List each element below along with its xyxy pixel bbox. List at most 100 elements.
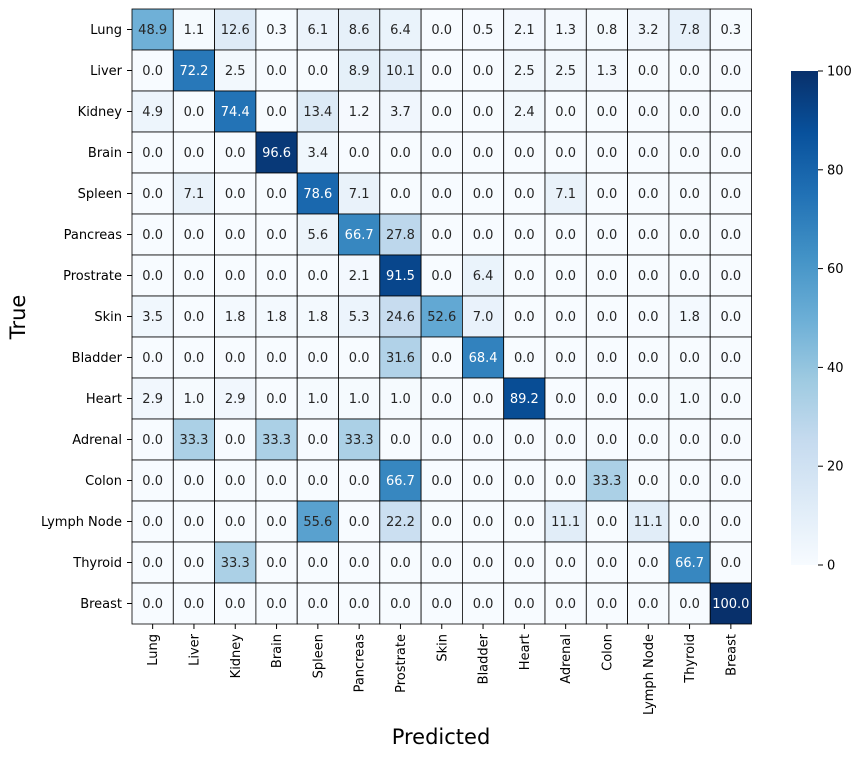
cell-value-label: 0.0 — [721, 187, 742, 202]
cell-value-label: 0.0 — [349, 474, 370, 489]
cell-value-label: 0.0 — [473, 105, 494, 120]
cell-value-label: 0.0 — [431, 392, 452, 407]
cell-value-label: 100.0 — [712, 597, 749, 612]
y-axis-ticks: Lung Liver Kidney Brain Spleen Pancreas Prostr… — [41, 23, 132, 612]
cell-value-label: 11.1 — [551, 515, 580, 530]
cell-value-label: 0.0 — [514, 515, 535, 530]
heatmap-cell — [627, 90, 670, 133]
cell-value-label: 1.3 — [597, 64, 618, 79]
heatmap-cell — [709, 131, 752, 174]
cell-value-label: 0.0 — [266, 515, 287, 530]
cell-value-label: 0.0 — [184, 310, 205, 325]
x-tick-label: Breast — [724, 634, 739, 676]
colorbar-tick-label: 80 — [827, 163, 844, 178]
y-tick-label: Skin — [94, 310, 122, 325]
y-tick-label: Lymph Node — [41, 515, 122, 530]
heatmap-cell — [461, 254, 505, 297]
heatmap-cell — [544, 582, 587, 625]
cell-value-label: 0.0 — [431, 597, 452, 612]
y-axis-label: True — [6, 295, 30, 341]
heatmap-cell — [709, 90, 752, 133]
heatmap-cell — [172, 8, 216, 51]
heatmap-cell — [255, 295, 298, 338]
cell-value-label: 8.9 — [349, 64, 370, 79]
cell-value-label: 0.0 — [473, 187, 494, 202]
cell-value-label: 0.0 — [679, 433, 700, 448]
cell-value-label: 0.0 — [142, 187, 163, 202]
colorbar-ticks: 0 20 40 60 80 100 — [818, 65, 852, 574]
cell-value-label: 0.0 — [184, 351, 205, 366]
cell-value-label: 0.0 — [638, 64, 659, 79]
cell-value-label: 0.0 — [142, 351, 163, 366]
heatmap-cell — [379, 213, 422, 256]
cell-value-label: 2.4 — [514, 105, 535, 120]
cell-value-label: 0.0 — [431, 433, 452, 448]
cell-value-label: 33.3 — [345, 433, 374, 448]
heatmap-cell — [255, 418, 298, 461]
heatmap-cell — [627, 131, 670, 174]
cell-value-label: 0.0 — [142, 146, 163, 161]
cell-value-label: 96.6 — [262, 146, 291, 161]
cell-value-label: 0.0 — [721, 64, 742, 79]
heatmap-cell — [214, 8, 257, 51]
cell-value-label: 0.0 — [555, 597, 576, 612]
x-tick-label: Kidney — [229, 634, 244, 679]
cell-value-label: 0.0 — [266, 269, 287, 284]
cell-value-label: 0.0 — [349, 146, 370, 161]
cell-value-label: 33.3 — [592, 474, 621, 489]
cell-value-label: 0.0 — [142, 515, 163, 530]
cell-value-label: 3.7 — [390, 105, 411, 120]
cell-value-label: 5.6 — [308, 228, 329, 243]
x-tick-label: Skin — [435, 634, 450, 662]
cell-value-label: 0.0 — [431, 351, 452, 366]
cell-value-label: 11.1 — [634, 515, 663, 530]
heatmap-cell — [544, 213, 587, 256]
heatmap-cell — [503, 459, 546, 502]
cell-value-label: 0.0 — [473, 515, 494, 530]
cell-value-label: 0.0 — [638, 146, 659, 161]
heatmap-cell — [420, 49, 463, 92]
heatmap-cell — [461, 541, 505, 584]
heatmap-cell — [461, 418, 505, 461]
heatmap-cell — [544, 254, 587, 297]
cell-value-label: 0.0 — [638, 433, 659, 448]
x-axis-ticks: Lung Liver Kidney Brain Spleen Pancreas Prostr… — [146, 624, 739, 715]
cell-value-label: 0.0 — [597, 556, 618, 571]
heatmap-cell — [544, 418, 587, 461]
cell-value-label: 0.0 — [225, 433, 246, 448]
cell-value-label: 52.6 — [427, 310, 456, 325]
cell-value-label: 0.0 — [638, 597, 659, 612]
cell-value-label: 0.0 — [142, 597, 163, 612]
x-tick-label: Lung — [146, 634, 161, 666]
cell-value-label: 0.0 — [555, 105, 576, 120]
heatmap-cell — [131, 49, 174, 92]
cell-value-label: 0.0 — [473, 433, 494, 448]
cell-value-label: 0.0 — [721, 392, 742, 407]
colorbar-tick-label: 100 — [827, 65, 852, 80]
cell-value-label: 0.0 — [597, 228, 618, 243]
heatmap-cell — [420, 90, 463, 133]
cell-value-label: 0.0 — [514, 228, 535, 243]
x-tick-label: Thyroid — [683, 634, 698, 684]
cell-value-label: 0.0 — [431, 105, 452, 120]
cell-value-label: 0.0 — [431, 228, 452, 243]
heatmap-cell — [338, 295, 381, 338]
cell-value-label: 3.4 — [308, 146, 329, 161]
heatmap-cell — [668, 541, 711, 584]
cell-value-label: 22.2 — [386, 515, 415, 530]
heatmap-cell — [585, 8, 628, 51]
cell-value-label: 0.0 — [597, 269, 618, 284]
cell-value-label: 0.0 — [679, 64, 700, 79]
cell-value-label: 0.0 — [225, 228, 246, 243]
heatmap-cell — [461, 131, 505, 174]
heatmap-cell — [214, 131, 257, 174]
heatmap-cell-labels: 48.9 1.1 12.6 0.3 6.1 8.6 6.4 0.0 0.5 2.1 1.3 0.8 3.… — [138, 23, 749, 612]
cell-value-label: 1.8 — [225, 310, 246, 325]
cell-value-label: 4.9 — [142, 105, 163, 120]
cell-value-label: 0.0 — [184, 515, 205, 530]
heatmap-cell — [172, 377, 216, 420]
cell-value-label: 66.7 — [675, 556, 704, 571]
cell-value-label: 1.8 — [679, 310, 700, 325]
cell-value-label: 0.0 — [679, 228, 700, 243]
